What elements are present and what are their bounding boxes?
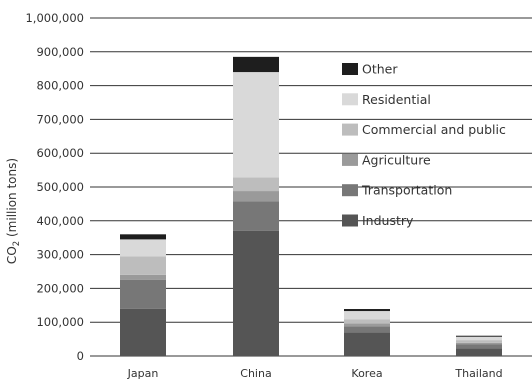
y-tick-label: 200,000	[36, 281, 84, 295]
y-axis-label-rest: (million tons)	[5, 158, 19, 241]
x-category-label: Korea	[351, 367, 382, 380]
y-axis-ticks: 0 100,000 200,000 300,000 400,000 500,000 600,…	[25, 11, 84, 363]
bar-segment-transportation	[456, 344, 502, 349]
bars	[120, 56, 502, 356]
y-tick-label: 800,000	[36, 79, 84, 93]
bar-segment-industry	[120, 308, 166, 356]
legend-label: Transportation	[361, 183, 452, 198]
bar-segment-residential	[344, 311, 390, 320]
bar-segment-commercial-and-public	[233, 177, 279, 192]
bar-segment-other	[456, 335, 502, 337]
legend-label: Commercial and public	[362, 122, 506, 137]
bar-segment-industry	[344, 332, 390, 356]
legend-label: Residential	[362, 92, 431, 107]
bar-segment-agriculture	[456, 342, 502, 345]
y-tick-label: 1,000,000	[25, 11, 84, 25]
legend-label: Agriculture	[362, 152, 431, 167]
bar-segment-residential	[120, 239, 166, 257]
y-tick-label: 400,000	[36, 214, 84, 228]
y-tick-label: 500,000	[36, 180, 84, 194]
bar-segment-transportation	[120, 279, 166, 309]
y-axis-label-subscript: 2	[12, 241, 22, 246]
bar-segment-commercial-and-public	[344, 319, 390, 324]
bar-segment-commercial-and-public	[120, 256, 166, 275]
bar-segment-transportation	[344, 326, 390, 333]
legend-swatch	[342, 63, 358, 75]
y-tick-label: 600,000	[36, 146, 84, 160]
y-tick-label: 0	[77, 349, 84, 363]
bar-segment-industry	[233, 230, 279, 356]
x-category-label: Japan	[127, 367, 159, 380]
legend: Other Residential Commercial and public Agr…	[342, 62, 506, 228]
x-category-label: Thailand	[454, 367, 502, 380]
x-category-label: China	[240, 367, 271, 380]
legend-swatch	[342, 214, 358, 227]
y-tick-label: 700,000	[36, 112, 84, 126]
bar-segment-agriculture	[233, 191, 279, 202]
y-tick-label: 300,000	[36, 248, 84, 262]
y-axis-label: CO2 (million tons)	[5, 158, 22, 264]
legend-swatch	[342, 93, 358, 106]
bar-segment-agriculture	[344, 323, 390, 327]
bar-segment-industry	[456, 348, 502, 356]
x-axis-categories: Japan China Korea Thailand	[127, 367, 503, 380]
legend-label: Industry	[362, 213, 414, 228]
legend-swatch	[342, 123, 358, 136]
bar-segment-agriculture	[120, 274, 166, 280]
y-tick-label: 100,000	[36, 315, 84, 329]
bar-segment-residential	[456, 336, 502, 341]
bar-segment-other	[344, 309, 390, 312]
legend-swatch	[342, 153, 358, 166]
bar-segment-other	[233, 56, 279, 73]
bar-segment-other	[120, 234, 166, 240]
bar-segment-commercial-and-public	[456, 340, 502, 343]
bar-segment-transportation	[233, 201, 279, 231]
legend-swatch	[342, 184, 358, 197]
legend-label: Other	[362, 62, 398, 77]
y-axis-label-main: CO	[5, 246, 19, 264]
y-tick-label: 900,000	[36, 45, 84, 59]
bar-segment-residential	[233, 72, 279, 178]
